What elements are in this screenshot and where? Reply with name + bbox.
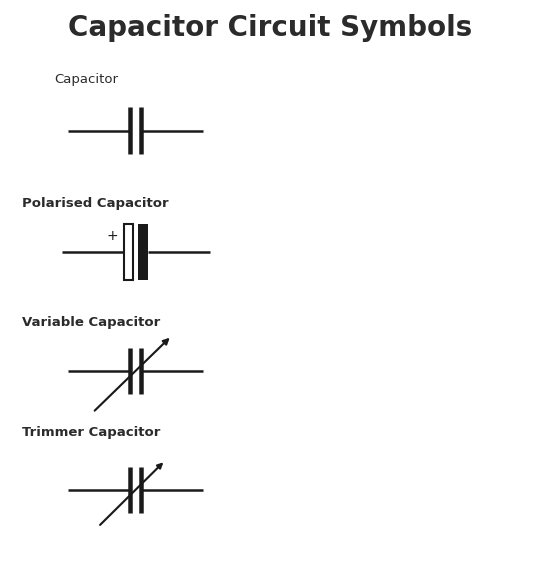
Text: Variable Capacitor: Variable Capacitor: [22, 316, 160, 329]
Text: Trimmer Capacitor: Trimmer Capacitor: [22, 426, 160, 439]
Text: Capacitor: Capacitor: [54, 72, 118, 85]
Bar: [124, 224, 133, 280]
Text: +: +: [106, 229, 118, 242]
Text: Capacitor Circuit Symbols: Capacitor Circuit Symbols: [68, 14, 473, 42]
Text: Polarised Capacitor: Polarised Capacitor: [22, 197, 168, 210]
Bar: [138, 224, 148, 280]
